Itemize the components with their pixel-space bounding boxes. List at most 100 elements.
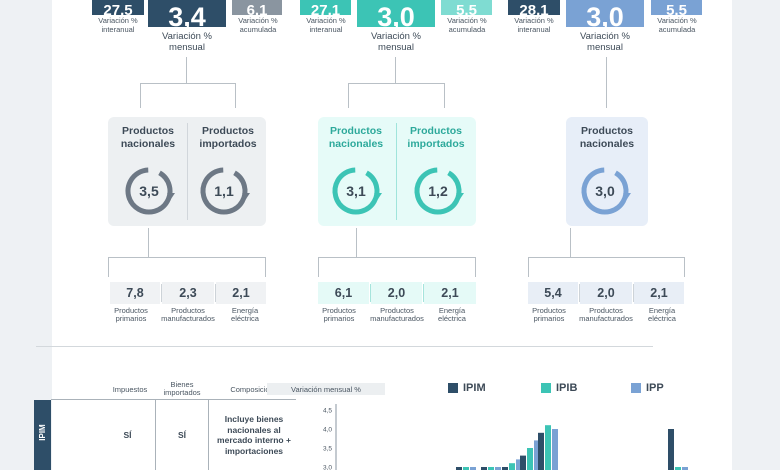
bar-ipim: [502, 467, 508, 470]
bar-ipib: [527, 448, 533, 470]
connector: [235, 83, 236, 108]
ipp-mensual-box: 3,0: [566, 0, 644, 27]
ipp-interanual-value: 28,1: [519, 2, 549, 15]
ipib-manufacturados-value: 2,0: [371, 282, 422, 304]
connector: [528, 257, 529, 277]
ipp-acumulada-box: 5,5: [651, 0, 702, 15]
ipim-importados-ring: 1,1: [198, 165, 250, 217]
ipim-nacionales-value: 3,5: [139, 183, 159, 199]
table-cell-bienes-importados: SÍ: [177, 430, 187, 440]
ipp-primarios-value: 5,4: [528, 282, 578, 304]
ipp-energia-value: 2,1: [634, 282, 684, 304]
ipim-energia-value: 2,1: [216, 282, 266, 304]
connector: [108, 257, 266, 258]
y-tick-label: 4,5: [323, 408, 332, 415]
bar-ipp: [495, 467, 501, 470]
ipib-interanual-box: 27,1: [300, 0, 351, 15]
legend-label: IPP: [646, 382, 664, 394]
legend-label: IPIM: [463, 382, 486, 394]
connector: [570, 228, 571, 257]
value-separator: [215, 284, 216, 302]
bar-ipp: [682, 467, 688, 470]
table-line: [208, 399, 209, 470]
ipp-mensual-label: Variación % mensual: [580, 31, 630, 53]
ipim-primarios-label: Productos primarios: [114, 306, 148, 323]
legend-item-ipim: IPIM: [448, 382, 486, 394]
bar-chart: 4,5 4,0 3,5 3,0: [323, 404, 688, 470]
ipim-importados-value: 1,1: [214, 183, 234, 199]
connector: [318, 257, 319, 277]
connector: [528, 257, 685, 258]
ipim-interanual-label: Variación % interanual: [98, 16, 138, 34]
table-row-label: IPIM: [38, 424, 47, 441]
ipp-nacionales-ring: 3,0: [579, 165, 631, 217]
connector: [348, 83, 349, 108]
connector: [444, 83, 445, 108]
ipp-products-card: [566, 117, 648, 226]
ipp-interanual-box: 28,1: [508, 0, 560, 15]
ipp-manufacturados-value: 2,0: [580, 282, 632, 304]
connector: [186, 57, 187, 83]
bar-ipp: [470, 467, 476, 470]
ipib-primarios-value: 6,1: [318, 282, 369, 304]
ipim-importados-title: Productos importados: [199, 125, 257, 150]
y-tick-label: 3,0: [323, 465, 332, 470]
ipib-acumulada-value: 5,5: [456, 2, 477, 15]
legend-item-ipib: IPIB: [541, 382, 577, 394]
chart-title: Variación mensual %: [267, 383, 385, 395]
bar-ipp: [516, 459, 522, 470]
ipib-importados-title: Productos importados: [407, 125, 465, 150]
table-header-composicion: Composición: [230, 385, 274, 394]
table-header-impuestos: Impuestos: [112, 385, 148, 394]
bar-ipim: [481, 467, 487, 470]
ipib-energia-label: Energía eléctrica: [438, 306, 466, 323]
ipp-mensual-value: 3,0: [586, 2, 624, 28]
ipp-manufacturados-label: Productos manufacturados: [579, 306, 633, 323]
ipim-primarios-value: 7,8: [110, 282, 160, 304]
ipp-nacionales-title: Productos nacionales: [579, 125, 635, 150]
bar-ipim: [456, 467, 462, 470]
ipib-energia-value: 2,1: [424, 282, 476, 304]
ipim-nacionales-title: Productos nacionales: [120, 125, 176, 150]
ipib-interanual-label: Variación % interanual: [306, 16, 346, 34]
ipim-manufacturados-label: Productos manufacturados: [161, 306, 215, 323]
ipim-mensual-box: 3,4: [148, 0, 226, 27]
ipib-acumulada-box: 5,5: [441, 0, 492, 15]
connector: [606, 57, 607, 108]
ipp-acumulada-label: Variación % acumulada: [657, 16, 697, 34]
ipib-primarios-label: Productos primarios: [322, 306, 356, 323]
connector: [265, 257, 266, 277]
ipim-mensual-value: 3,4: [168, 2, 206, 28]
table-cell-composicion: Incluye bienes nacionales al mercado int…: [217, 414, 291, 456]
ipp-primarios-label: Productos primarios: [532, 306, 566, 323]
ipim-interanual-value: 27,5: [103, 2, 133, 15]
bar-ipib: [509, 463, 515, 470]
bar-ipib: [675, 467, 681, 470]
connector: [684, 257, 685, 277]
bar-ipim: [520, 455, 526, 470]
legend-swatch: [448, 383, 458, 393]
ipp-interanual-label: Variación % interanual: [514, 16, 554, 34]
ipim-energia-label: Energía eléctrica: [231, 306, 259, 323]
bar-ipim: [668, 429, 674, 470]
table-line: [51, 399, 296, 400]
connector: [475, 257, 476, 277]
ipim-acumulada-box: 6,1: [232, 0, 282, 15]
ipim-nacionales-ring: 3,5: [123, 165, 175, 217]
card-divider: [396, 123, 397, 220]
ipib-mensual-label: Variación % mensual: [371, 31, 421, 53]
connector: [148, 228, 149, 257]
bar-ipib: [488, 467, 494, 470]
value-separator: [579, 284, 580, 302]
ipib-nacionales-ring: 3,1: [330, 165, 382, 217]
legend-item-ipp: IPP: [631, 382, 664, 394]
infographic-sheet: [52, 0, 732, 470]
value-separator: [633, 284, 634, 302]
ipim-acumulada-label: Variación % acumulada: [238, 16, 278, 34]
bar-ipib: [545, 425, 551, 470]
value-separator: [423, 284, 424, 302]
legend-swatch: [541, 383, 551, 393]
ipp-nacionales-value: 3,0: [595, 183, 615, 199]
ipim-mensual-label: Variación % mensual: [162, 31, 212, 53]
legend-label: IPIB: [556, 382, 578, 394]
